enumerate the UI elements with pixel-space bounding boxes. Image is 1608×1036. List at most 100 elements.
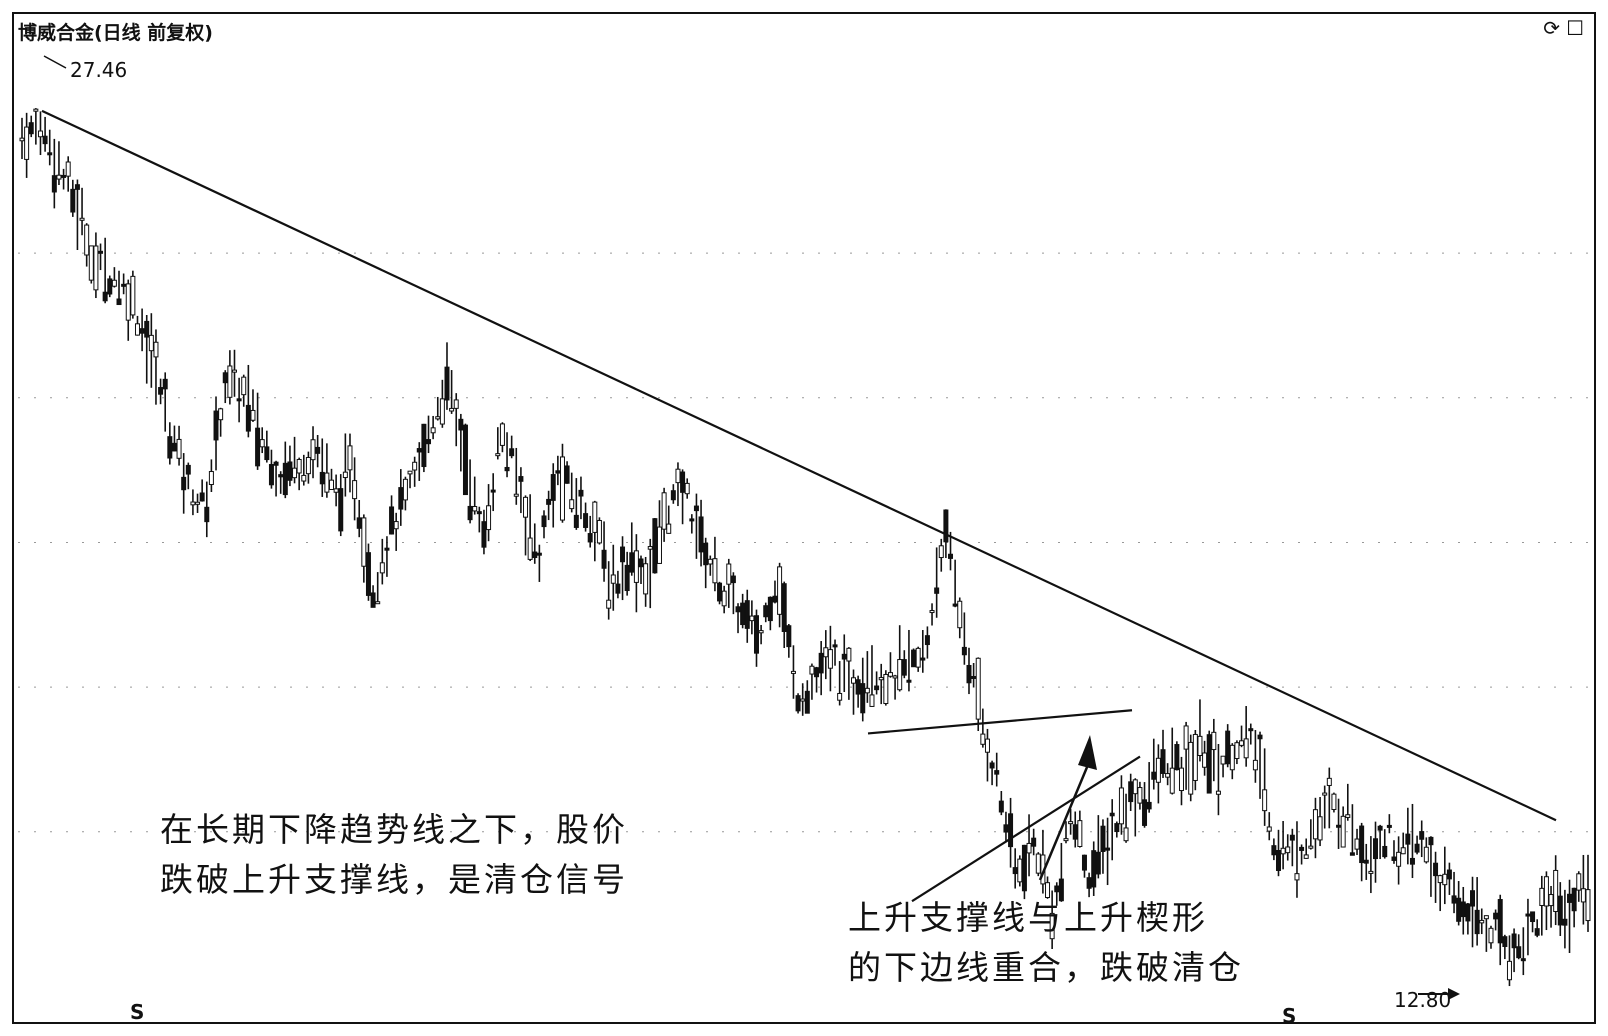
candle-body [361,517,367,567]
candle [481,509,487,555]
candle-body [1021,844,1027,892]
candle-body [195,501,201,505]
candle-body [1289,834,1295,841]
candle [795,693,801,714]
window-controls[interactable]: ⟳☐ [1543,16,1590,40]
candle-body [666,523,672,534]
candle [994,752,1000,787]
candle [416,442,422,481]
candle [1391,840,1397,864]
candle [1502,934,1508,960]
candle [1465,902,1471,935]
candle [125,279,131,341]
candle-body [832,644,838,648]
candle [1456,881,1462,926]
candle [1045,876,1051,899]
candle [1525,898,1531,956]
candle-body [65,161,71,177]
candle [37,111,43,156]
s-marker-left: S [130,1000,145,1024]
candle [957,597,963,639]
candle-body [749,615,755,622]
candle [1026,814,1032,877]
candle-body [153,341,159,358]
candle [185,462,191,490]
candle [121,273,127,295]
candle [421,423,427,473]
candle-body [1225,730,1231,765]
candle-body [541,515,547,528]
refresh-icon[interactable]: ⟳ [1543,16,1567,40]
candle [1220,755,1226,778]
candle [1442,846,1448,905]
candle-body [37,130,43,138]
candle [1040,829,1046,894]
candle-body [583,513,589,528]
candle-body [837,692,843,701]
candle [1146,762,1152,813]
candle-body [444,366,450,401]
candle-body [347,445,353,471]
candle-body [204,506,210,523]
candle [148,313,154,388]
candle [1285,834,1291,861]
candle [1479,908,1485,935]
candle-body [218,408,224,421]
candle-body [98,250,104,254]
candle-body [689,518,695,522]
candle [948,531,954,571]
candle-body [601,549,607,569]
trendlines [41,109,1557,903]
candle [1123,793,1129,843]
candle-body [846,647,852,662]
candle [855,675,861,708]
candle-body [596,520,602,544]
candle [1331,792,1337,813]
candle-body [185,464,191,475]
candle [1202,740,1208,776]
candle-body [499,423,505,446]
candle [292,436,298,484]
candle [250,389,256,422]
candle-body [292,467,298,479]
candle [740,593,746,629]
candle-body [559,456,565,521]
candle [934,547,940,618]
candle-body [495,453,501,457]
candle [389,495,395,535]
candle [1294,821,1300,898]
candle [790,645,796,699]
candle-body [998,800,1004,813]
candle-body [1045,882,1051,899]
candle-body [874,685,880,691]
candle [1289,828,1295,867]
candle-body [412,461,418,471]
candle-body [158,387,164,395]
candle [333,474,339,507]
candle [1326,767,1332,829]
candle [171,425,177,452]
candle [472,476,478,515]
candle [1423,837,1429,864]
candle [1262,748,1268,826]
candle-body [518,476,524,482]
candle [393,512,399,551]
candle-body [481,521,487,548]
maximize-icon[interactable]: ☐ [1566,16,1590,40]
candle-body [1456,897,1462,922]
candle [1317,797,1323,847]
candle-body [1077,820,1083,847]
candle [749,600,755,635]
candle [827,625,833,692]
candle [107,275,113,298]
candle-body [1414,843,1420,853]
candle [814,666,820,693]
candle [407,470,413,489]
candle-body [1285,846,1291,854]
candle [952,559,958,608]
candle-body [994,770,1000,775]
candle-body [781,583,787,632]
candle-body [490,489,496,493]
candle [1155,744,1161,804]
candle [1543,871,1549,931]
